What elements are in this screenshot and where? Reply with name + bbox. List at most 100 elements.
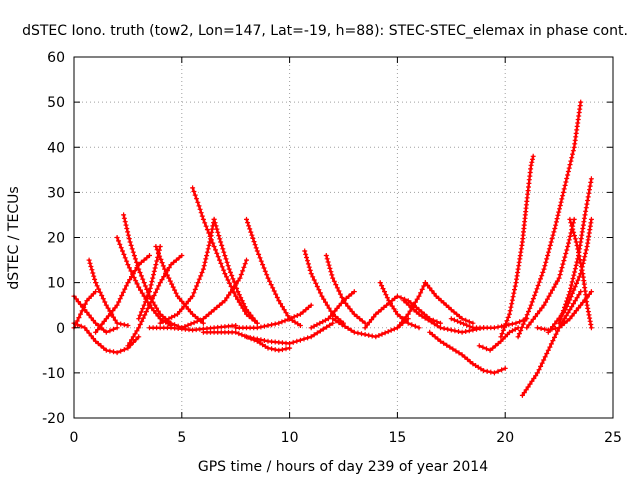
data-point (244, 307, 249, 313)
data-point (571, 301, 576, 307)
data-point (261, 323, 267, 329)
data-point (573, 239, 579, 245)
data-point (152, 265, 158, 271)
data-point (529, 159, 535, 165)
data-point (373, 334, 379, 340)
data-point (553, 219, 559, 225)
data-point (103, 347, 109, 353)
data-point (122, 219, 128, 225)
data-point (355, 330, 361, 336)
data-point (336, 288, 342, 294)
y-tick-label: 60 (47, 50, 65, 66)
data-point (584, 201, 590, 207)
data-point (311, 323, 317, 329)
data-point (90, 318, 96, 323)
data-point (276, 347, 282, 353)
data-point (313, 280, 319, 286)
data-point (310, 274, 316, 280)
data-point (103, 302, 109, 308)
data-point (544, 296, 550, 302)
data-point (571, 287, 577, 293)
data-point (214, 304, 220, 310)
data-point (512, 326, 518, 332)
data-point (502, 365, 508, 371)
data-point (157, 316, 163, 322)
data-point (570, 148, 576, 154)
series-line (428, 331, 507, 375)
chart-title: dSTEC Iono. truth (tow2, Lon=147, Lat=-1… (22, 23, 628, 39)
data-point (555, 212, 561, 218)
data-point (347, 306, 353, 312)
data-point (556, 275, 562, 281)
data-point (548, 326, 553, 332)
data-point (524, 312, 530, 318)
data-point (463, 317, 469, 323)
data-point (587, 227, 593, 233)
series-arc-03 (71, 289, 99, 331)
data-point (265, 275, 271, 281)
data-point (272, 347, 278, 353)
data-point (325, 259, 331, 265)
data-point (584, 302, 590, 308)
series-arc-18 (244, 320, 336, 346)
data-point (543, 299, 549, 305)
data-point (563, 313, 569, 319)
data-point (187, 309, 193, 315)
data-point (154, 286, 160, 292)
data-point (564, 303, 570, 309)
data-point (579, 267, 584, 273)
data-point (583, 205, 589, 211)
data-point (218, 239, 224, 245)
series-arc-07 (121, 212, 185, 331)
data-point (416, 293, 422, 299)
data-point (427, 285, 433, 291)
data-point (147, 285, 153, 291)
data-point (425, 282, 431, 288)
data-point (200, 266, 206, 272)
data-point (570, 151, 575, 157)
data-point (290, 339, 296, 345)
data-point (136, 316, 142, 322)
data-point (528, 162, 534, 168)
data-point (524, 325, 530, 331)
data-point (571, 229, 577, 235)
data-point (138, 259, 144, 265)
data-point (168, 320, 174, 326)
data-point (247, 226, 253, 232)
data-point (317, 320, 323, 326)
data-point (216, 233, 222, 239)
data-point (588, 322, 594, 327)
data-point (550, 232, 556, 238)
data-point (285, 316, 291, 322)
data-point (574, 295, 580, 301)
data-point (384, 295, 390, 301)
data-point (341, 298, 346, 304)
data-point (386, 300, 392, 306)
data-point (160, 319, 166, 325)
data-point (121, 215, 127, 221)
data-point (200, 320, 206, 326)
series-line (363, 295, 442, 329)
data-point (150, 275, 156, 281)
data-point (248, 229, 254, 235)
data-point (121, 347, 127, 353)
data-point (219, 264, 225, 270)
data-point (177, 296, 183, 302)
data-point (568, 220, 574, 226)
data-point (412, 323, 418, 329)
data-point (559, 196, 565, 202)
data-point (287, 341, 293, 346)
data-point (552, 226, 558, 231)
data-point (338, 300, 344, 306)
data-point (114, 302, 120, 308)
data-point (169, 314, 175, 320)
data-point (117, 241, 123, 247)
data-point (329, 272, 335, 278)
data-point (196, 203, 202, 209)
data-point (132, 256, 138, 262)
data-point (556, 325, 562, 331)
data-point (314, 284, 320, 289)
data-point (166, 316, 172, 322)
data-point (127, 239, 133, 245)
data-point (534, 286, 540, 292)
